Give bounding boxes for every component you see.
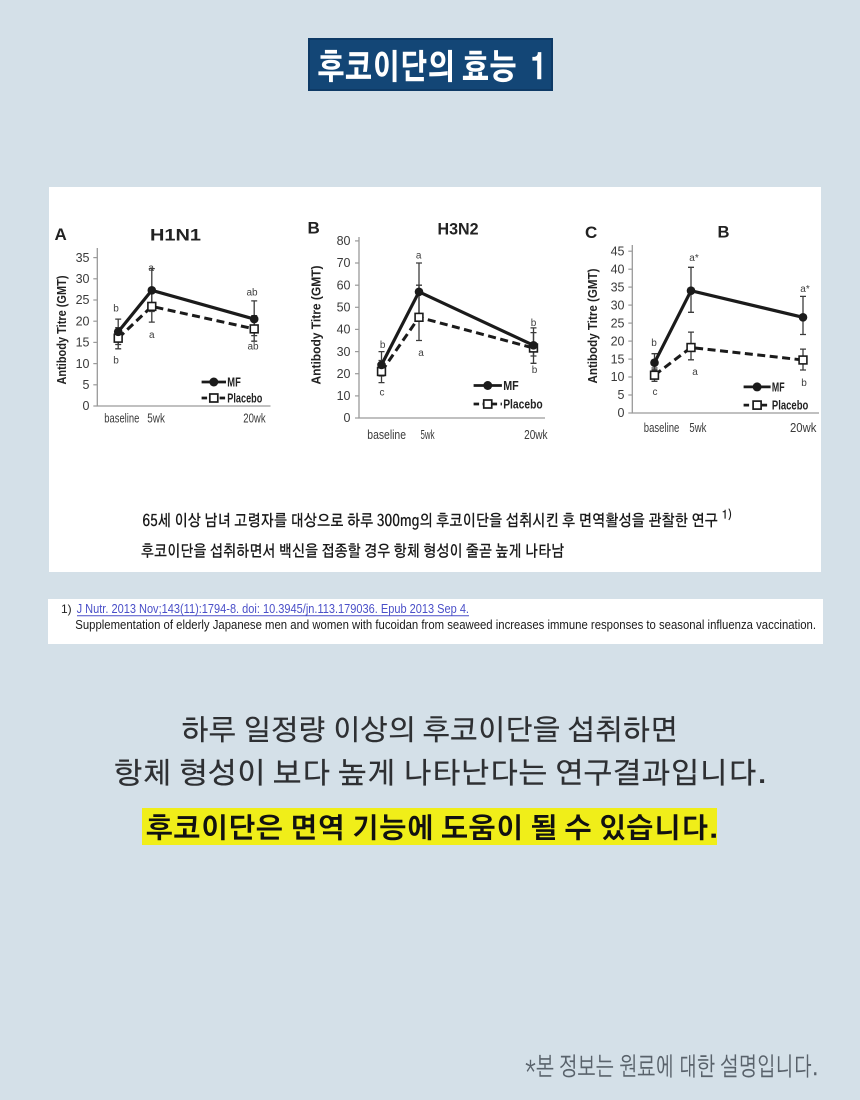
svg-text:Supplementation of elderly Jap: Supplementation of elderly Japanese men … [75, 618, 816, 632]
svg-text:b: b [532, 365, 538, 376]
svg-text:30: 30 [337, 345, 351, 359]
svg-text:c: c [653, 387, 658, 398]
svg-text:20wk: 20wk [243, 412, 266, 426]
svg-text:0: 0 [618, 406, 625, 420]
svg-text:0: 0 [83, 399, 90, 413]
svg-text:b: b [801, 378, 807, 389]
svg-text:C: C [585, 223, 597, 242]
svg-text:baseline: baseline [367, 428, 406, 442]
svg-text:Antibody Titre (GMT): Antibody Titre (GMT) [54, 276, 69, 385]
svg-text:Antibody Titre (GMT): Antibody Titre (GMT) [585, 269, 600, 384]
svg-text:30: 30 [76, 272, 90, 286]
svg-text:5wk: 5wk [689, 421, 707, 435]
svg-text:15: 15 [76, 336, 90, 350]
svg-text:10: 10 [611, 370, 625, 384]
svg-text:80: 80 [337, 234, 351, 248]
svg-text:a: a [148, 263, 154, 274]
svg-text:20: 20 [76, 314, 90, 328]
svg-text:70: 70 [337, 256, 351, 270]
svg-text:20: 20 [611, 334, 625, 348]
svg-text:35: 35 [611, 280, 625, 294]
svg-text:40: 40 [611, 262, 625, 276]
svg-text:a*: a* [689, 253, 699, 264]
svg-text:25: 25 [76, 293, 90, 307]
svg-text:b: b [380, 340, 386, 351]
svg-text:baseline: baseline [644, 421, 680, 435]
svg-text:b: b [113, 304, 119, 315]
svg-text:ab: ab [246, 288, 258, 299]
svg-text:b: b [531, 318, 537, 329]
svg-text:10: 10 [76, 357, 90, 371]
svg-text:H1N1: H1N1 [150, 226, 201, 245]
svg-text:baseline: baseline [104, 412, 139, 426]
svg-text:a: a [418, 348, 424, 359]
svg-text:10: 10 [337, 389, 351, 403]
svg-text:Antibody Titre (GMT): Antibody Titre (GMT) [309, 266, 324, 385]
svg-text:a: a [416, 251, 422, 262]
svg-text:0: 0 [344, 411, 351, 425]
svg-text:25: 25 [611, 316, 625, 330]
svg-text:Placebo: Placebo [772, 398, 808, 413]
svg-text:50: 50 [337, 301, 351, 315]
svg-text:a: a [149, 330, 155, 341]
svg-text:a*: a* [800, 284, 810, 295]
svg-text:5: 5 [83, 378, 90, 392]
svg-text:MF: MF [503, 378, 519, 393]
svg-text:A: A [55, 225, 67, 244]
svg-text:20wk: 20wk [524, 428, 548, 442]
svg-text:60: 60 [337, 278, 351, 292]
svg-text:20: 20 [337, 367, 351, 381]
svg-text:15: 15 [611, 352, 625, 366]
svg-text:B: B [718, 223, 730, 242]
svg-text:B: B [308, 219, 320, 238]
svg-text:b: b [651, 338, 657, 349]
svg-text:ab: ab [247, 342, 259, 353]
svg-text:5: 5 [618, 388, 625, 402]
svg-text:40: 40 [337, 323, 351, 337]
svg-text:b: b [113, 356, 119, 367]
svg-text:5wk: 5wk [147, 412, 165, 426]
svg-text:20wk: 20wk [790, 421, 817, 435]
svg-text:MF: MF [227, 375, 241, 390]
svg-text:45: 45 [611, 244, 625, 258]
svg-text:MF: MF [772, 379, 785, 394]
svg-text:H3N2: H3N2 [438, 220, 479, 239]
svg-text:1): 1) [61, 602, 72, 616]
svg-text:5wk: 5wk [421, 428, 436, 442]
svg-text:30: 30 [611, 298, 625, 312]
svg-text:a: a [692, 367, 698, 378]
svg-text:35: 35 [76, 251, 90, 265]
svg-text:Placebo: Placebo [503, 397, 543, 412]
svg-text:J Nutr. 2013 Nov;143(11):1794-: J Nutr. 2013 Nov;143(11):1794-8. doi: 10… [77, 602, 469, 616]
svg-text:c: c [380, 388, 385, 399]
svg-text:Placebo: Placebo [227, 391, 262, 406]
